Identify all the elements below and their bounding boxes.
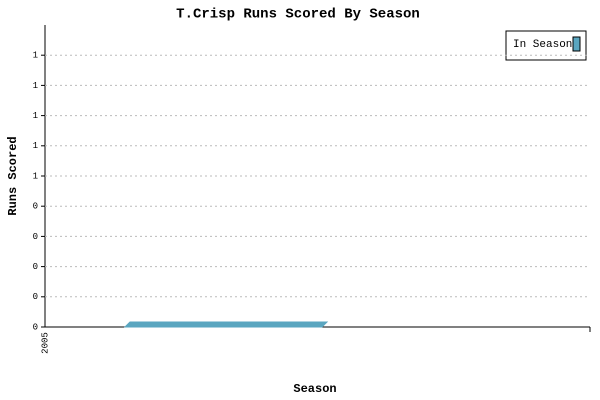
y-tick-label: 0 <box>33 202 38 212</box>
y-tick-label: 1 <box>33 81 38 91</box>
y-tick-label: 0 <box>33 262 38 272</box>
legend-label: In Season <box>513 39 572 51</box>
bar <box>123 321 329 328</box>
y-tick-label: 1 <box>33 51 38 61</box>
y-tick-label: 1 <box>33 111 38 121</box>
y-axis-label: Runs Scored <box>6 136 20 215</box>
y-tick-label: 1 <box>33 141 38 151</box>
y-tick-label: 1 <box>33 171 38 181</box>
y-tick-label: 0 <box>33 232 38 242</box>
y-tick-label: 0 <box>33 322 38 332</box>
x-axis-label: Season <box>293 382 336 396</box>
chart-title: T.Crisp Runs Scored By Season <box>176 7 420 23</box>
x-tick-label: 2005 <box>40 332 50 354</box>
legend-swatch <box>572 36 581 52</box>
y-tick-label: 0 <box>33 292 38 302</box>
